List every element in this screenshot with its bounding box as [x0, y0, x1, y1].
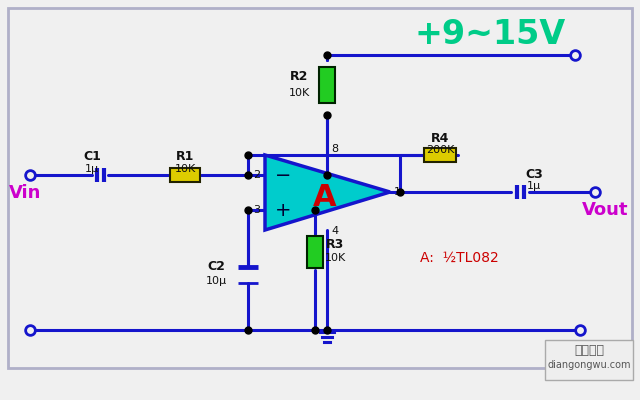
Text: A: A — [313, 182, 337, 212]
Text: 1μ: 1μ — [85, 164, 99, 174]
Text: 4: 4 — [331, 226, 338, 236]
Text: 200K: 200K — [426, 145, 454, 155]
Text: +9~15V: +9~15V — [414, 18, 566, 52]
Text: +: + — [275, 200, 291, 220]
Text: C2: C2 — [207, 260, 225, 274]
Text: C3: C3 — [525, 168, 543, 180]
Text: 1: 1 — [394, 187, 401, 197]
Text: R3: R3 — [326, 238, 344, 250]
Text: 8: 8 — [331, 144, 338, 154]
Bar — [424, 148, 456, 162]
Bar — [545, 340, 633, 380]
Text: diangongwu.com: diangongwu.com — [547, 360, 631, 370]
Text: Vin: Vin — [9, 184, 41, 202]
Text: Vout: Vout — [582, 201, 628, 219]
Text: −: − — [275, 166, 291, 184]
Text: 10μ: 10μ — [205, 276, 227, 286]
Text: 10K: 10K — [324, 253, 346, 263]
Text: R4: R4 — [431, 132, 449, 144]
Polygon shape — [265, 155, 390, 230]
Text: A:  ½TL082: A: ½TL082 — [420, 251, 499, 265]
Text: R2: R2 — [290, 70, 308, 84]
Text: 3: 3 — [253, 205, 260, 215]
Text: 电工之屋: 电工之屋 — [574, 344, 604, 356]
Bar — [170, 168, 200, 182]
Bar — [319, 67, 335, 103]
Text: 10K: 10K — [289, 88, 310, 98]
Text: 10K: 10K — [174, 164, 196, 174]
Text: C1: C1 — [83, 150, 101, 164]
Text: 2: 2 — [253, 170, 260, 180]
Text: R1: R1 — [176, 150, 194, 164]
Text: 1μ: 1μ — [527, 181, 541, 191]
Bar — [307, 236, 323, 268]
